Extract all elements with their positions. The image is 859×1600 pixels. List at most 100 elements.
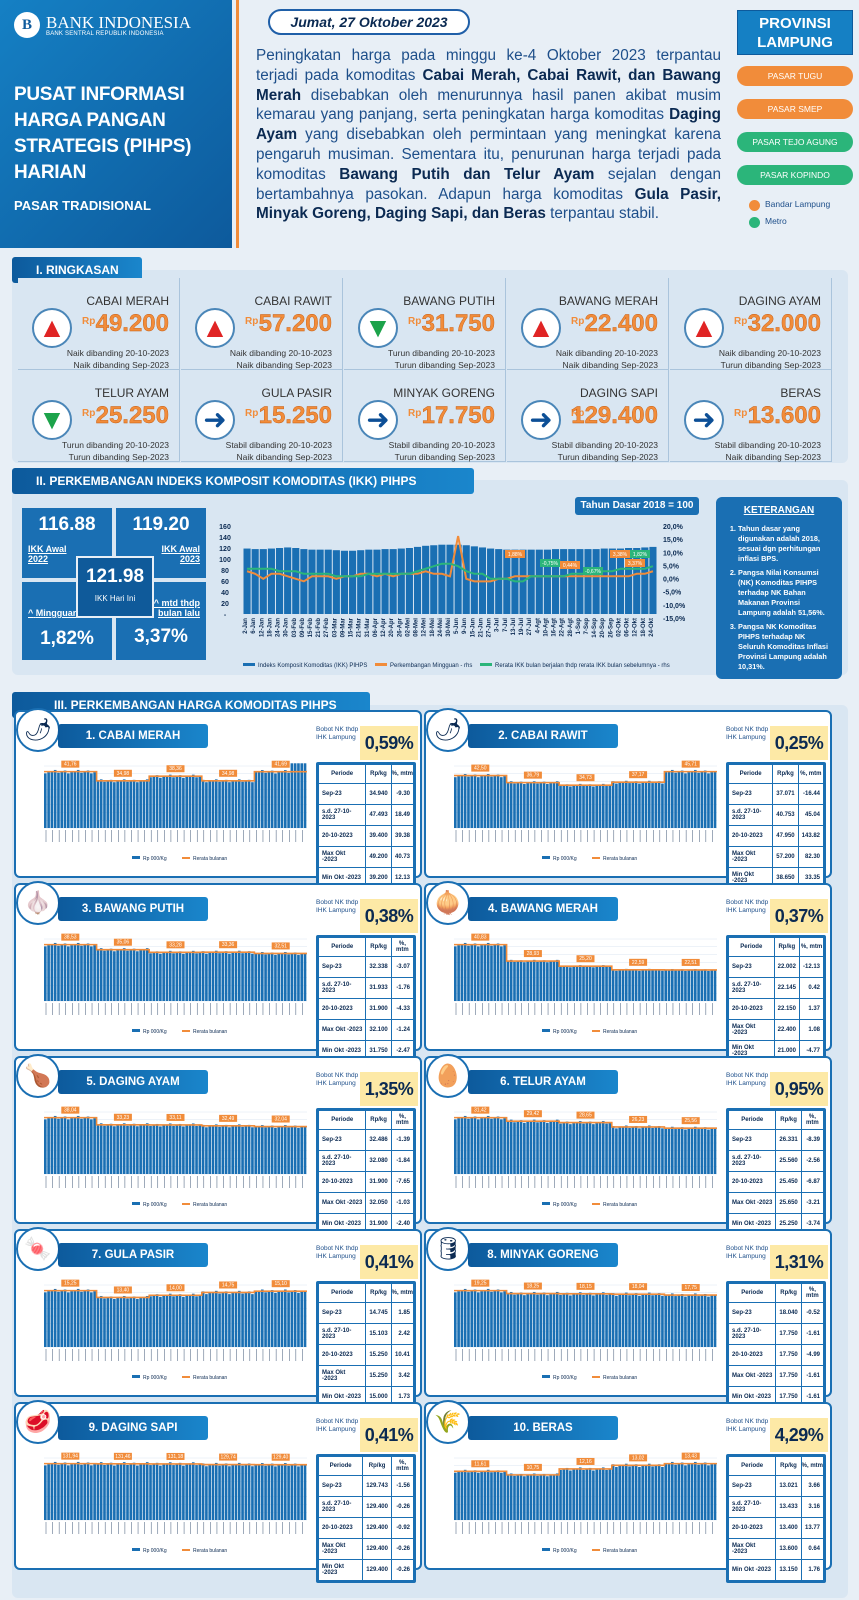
price-bar: [509, 1291, 513, 1347]
price-bar: [139, 1464, 142, 1520]
price-bar: [690, 771, 694, 828]
x-tick-label: 26-Sep: [608, 618, 614, 638]
ikk-annotation: -0,75%: [542, 561, 558, 567]
market-button[interactable]: PASAR TUGU: [737, 66, 853, 86]
price-bar: [106, 1463, 110, 1520]
bobot-label: Bobot NK thdp IHK Lampung: [726, 1245, 772, 1279]
value-label: 18,15: [579, 1284, 592, 1290]
price-bar: [280, 1290, 284, 1347]
price-bar: [542, 1120, 546, 1174]
ikk-bar: [251, 549, 259, 614]
price-bar: [463, 1469, 467, 1520]
ikk-bar: [259, 549, 267, 614]
value-label: 40,83: [474, 935, 487, 941]
table-header: Rp/kg: [366, 938, 391, 956]
price-bar: [86, 1289, 90, 1347]
table-cell: 47.950: [773, 826, 798, 846]
price-bar: [270, 1125, 274, 1174]
price-bar: [690, 1294, 694, 1347]
price-bar: [155, 1294, 159, 1347]
table-cell: -1.39: [391, 1130, 413, 1150]
price-bar: [109, 779, 113, 828]
price-bar: [168, 774, 172, 828]
table-cell: 32.050: [366, 1193, 391, 1213]
price-bar: [651, 970, 654, 1001]
summary-highlight: Bawang Putih dan Telur Ayam: [339, 165, 595, 183]
table-row: Max Okt -2023 57.200 82.30: [729, 847, 823, 867]
ikk-hari-ini-label: IKK Hari Ini: [94, 594, 136, 603]
price-bar: [191, 1123, 195, 1174]
price-bar: [139, 781, 142, 828]
price-bar: [155, 951, 159, 1001]
price-bar: [109, 1123, 113, 1174]
price-bar: [674, 1129, 677, 1174]
price-bar: [244, 1292, 248, 1347]
legend-label: Rp 000/Kg: [553, 1202, 577, 1208]
table-cell: 10.41: [391, 1345, 413, 1365]
price-bar: [244, 780, 248, 828]
price-bar: [126, 781, 129, 828]
legend-swatch: [182, 1549, 190, 1551]
price-bar: [44, 773, 47, 828]
price-bar: [178, 1462, 182, 1520]
price-bar: [539, 1121, 543, 1174]
market-button[interactable]: PASAR TEJO AGUNG: [737, 132, 853, 152]
summary-highlight: Cabai Merah, Cabai Rawit, dan Bawang Mer…: [256, 66, 721, 104]
price-card: DAGING SAPI ➜ Rp 129.400 Stabil dibanding 20…: [507, 370, 669, 462]
market-button[interactable]: PASAR SMEP: [737, 99, 853, 119]
price-bar: [500, 1472, 503, 1520]
price-bar: [303, 763, 307, 828]
price-bar: [611, 969, 615, 1001]
arrow-right-icon: ➜: [521, 400, 561, 440]
price-bar: [647, 1463, 651, 1520]
value-label: 18,04: [632, 1284, 645, 1290]
value-label: 22,59: [632, 960, 645, 966]
price-bar: [287, 1465, 290, 1520]
price-bar: [664, 772, 668, 828]
value-label-bg: [576, 1457, 595, 1465]
ikk-bar: [495, 549, 503, 614]
price-table: Periode Rp/kg%, mtm Sep-23 32.338 -3.07 s.d. …: [316, 935, 416, 1064]
commodity-icon: 🍗: [16, 1054, 60, 1098]
price-bar: [205, 782, 208, 828]
ikk-bar: [397, 548, 405, 614]
price-bar: [608, 1122, 612, 1174]
x-tick-label: 7-Jul: [503, 618, 509, 632]
price-bar: [172, 953, 175, 1001]
commodity-chart: 38,53 35,06 33,28 33,36 32,51 Rp 000/Kg Rerata…: [44, 933, 307, 1035]
price-bar: [460, 1470, 464, 1520]
market-button[interactable]: PASAR KOPINDO: [737, 165, 853, 185]
currency-label: Rp: [82, 408, 96, 419]
price-bar: [654, 782, 658, 828]
price-bar: [667, 1294, 671, 1347]
table-cell: 15.250: [366, 1345, 391, 1365]
table-cell: Max Okt -2023: [319, 1020, 366, 1040]
price-bar: [50, 1117, 54, 1174]
x-tick-label: 21-Jun: [478, 618, 484, 638]
table-cell: s.d. 27-10-2023: [319, 978, 366, 998]
average-line: [454, 1116, 717, 1129]
price-bar: [290, 1126, 294, 1174]
price-bar: [283, 1125, 287, 1174]
price-bar: [300, 1291, 304, 1347]
legend-label: Rerata bulanan: [603, 1202, 637, 1208]
price-bar: [647, 1292, 651, 1347]
table-header: Periode: [729, 1111, 776, 1129]
price-bar: [470, 1471, 474, 1520]
price-bar: [562, 1122, 566, 1174]
price-bar: [205, 1127, 208, 1174]
commodity-name: MINYAK GORENG: [393, 386, 495, 400]
price-bar: [70, 945, 73, 1001]
y-tick-label: -: [224, 612, 227, 619]
table-cell: s.d. 27-10-2023: [319, 1151, 366, 1171]
price-bar: [126, 1125, 129, 1174]
price-bar: [601, 1292, 605, 1347]
table-cell: Sep-23: [319, 957, 366, 977]
price-bar: [588, 784, 592, 828]
ikk-bar: [616, 548, 625, 614]
price-bar: [644, 1464, 648, 1520]
x-tick-label: 24-Jan: [276, 618, 282, 637]
price-bar: [644, 1293, 648, 1347]
legend-swatch: [375, 663, 387, 666]
price-bar: [457, 1471, 460, 1520]
